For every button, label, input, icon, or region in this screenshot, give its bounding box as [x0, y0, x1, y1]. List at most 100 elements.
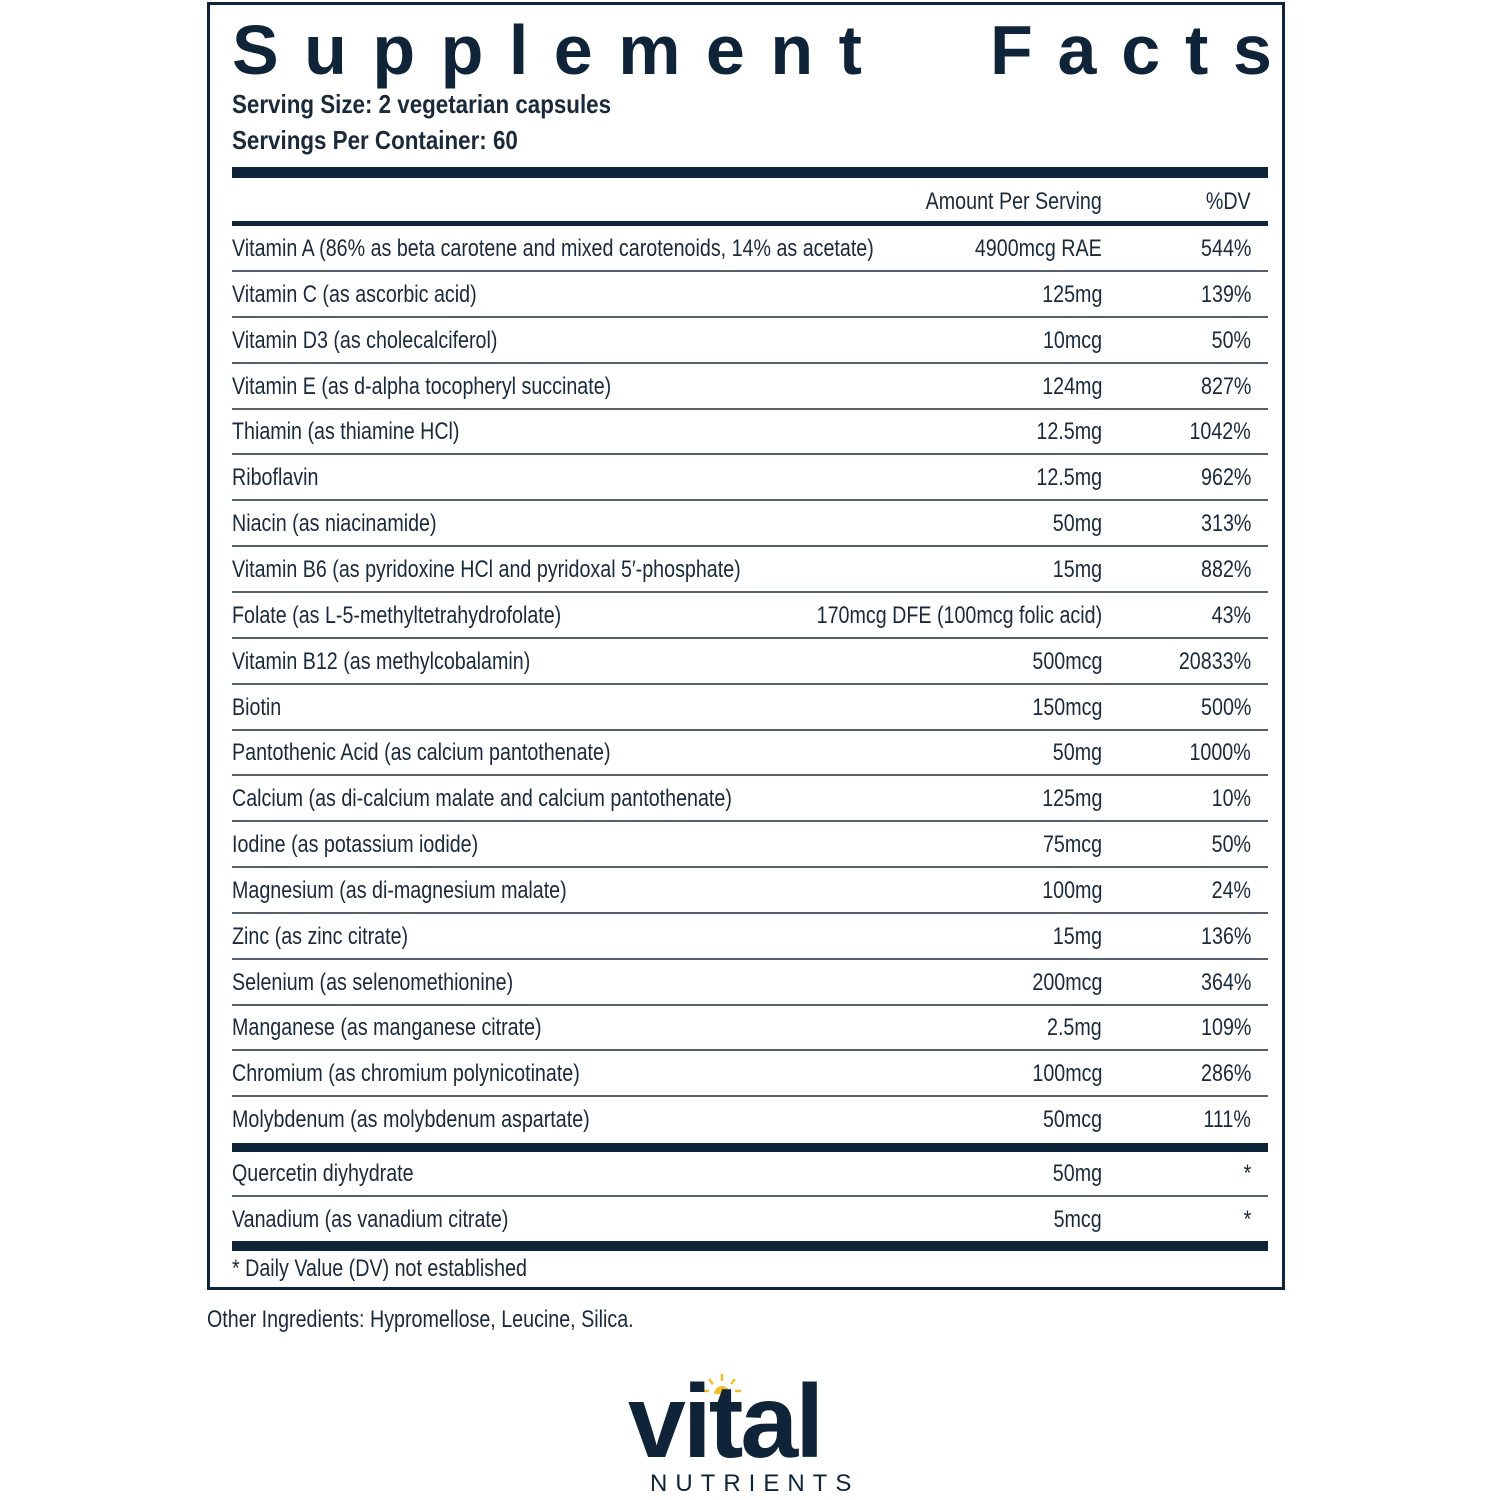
nutrient-amount: 5mcg: [1053, 1206, 1102, 1233]
nutrient-dv: 20833%: [1178, 648, 1251, 675]
nutrient-amount: 4900mcg RAE: [975, 235, 1102, 262]
footnote: * Daily Value (DV) not established: [232, 1255, 527, 1282]
divider-thin: [232, 820, 1268, 822]
table-row: Riboflavin 12.5mg 962%: [232, 456, 1268, 500]
nutrient-amount: 50mg: [1052, 739, 1102, 766]
divider-thin: [232, 1004, 1268, 1006]
table-row: Vanadium (as vanadium citrate) 5mcg *: [232, 1198, 1268, 1242]
nutrient-name: Molybdenum (as molybdenum aspartate): [232, 1106, 590, 1133]
table-row: Molybdenum (as molybdenum aspartate) 50mc…: [232, 1098, 1268, 1142]
table-row: Pantothenic Acid (as calcium pantothenat…: [232, 731, 1268, 775]
divider-thin: [232, 1095, 1268, 1097]
nutrient-amount: 50mg: [1052, 1160, 1102, 1187]
divider-thick: [232, 1241, 1268, 1251]
title-letter: l: [508, 11, 529, 89]
nutrient-amount: 12.5mg: [1036, 418, 1102, 445]
header-amount: Amount Per Serving: [925, 188, 1102, 215]
nutrient-dv: 882%: [1200, 556, 1251, 583]
table-row: Calcium (as di-calcium malate and calciu…: [232, 777, 1268, 821]
brand-name: vital: [628, 1364, 824, 1480]
nutrient-name: Vitamin C (as ascorbic acid): [232, 281, 477, 308]
nutrient-dv: *: [1243, 1206, 1251, 1233]
title-letter: c: [1121, 11, 1161, 89]
serving-size: Serving Size: 2 vegetarian capsules: [232, 89, 612, 119]
nutrient-amount: 15mg: [1052, 556, 1102, 583]
table-row: Vitamin D3 (as cholecalciferol) 10mcg 50%: [232, 319, 1268, 363]
title-letter: u: [304, 11, 347, 89]
nutrient-name: Pantothenic Acid (as calcium pantothenat…: [232, 739, 611, 766]
title-letter: e: [705, 11, 745, 89]
title-letter: m: [618, 11, 681, 89]
nutrient-amount: 2.5mg: [1047, 1014, 1102, 1041]
nutrient-dv: 50%: [1211, 327, 1251, 354]
nutrient-dv: *: [1243, 1160, 1251, 1187]
divider-thin: [232, 545, 1268, 547]
nutrient-name: Iodine (as potassium iodide): [232, 831, 479, 858]
header-dv: %DV: [1206, 188, 1251, 215]
divider-thick-top: [232, 167, 1268, 178]
title-letter: n: [770, 11, 814, 89]
nutrient-amount: 170mcg DFE (100mcg folic acid): [816, 602, 1102, 629]
nutrient-name: Manganese (as manganese citrate): [232, 1014, 542, 1041]
divider-thin: [232, 316, 1268, 318]
divider-thin: [232, 729, 1268, 731]
table-row: Selenium (as selenomethionine) 200mcg 364%: [232, 961, 1268, 1005]
title-letter: p: [440, 11, 484, 89]
table-header: Amount Per Serving %DV: [232, 180, 1268, 224]
divider-thin: [232, 1049, 1268, 1051]
table-row: Manganese (as manganese citrate) 2.5mg 109…: [232, 1006, 1268, 1050]
nutrient-dv: 50%: [1211, 831, 1251, 858]
nutrient-amount: 50mg: [1052, 510, 1102, 537]
title-letter: S: [232, 11, 279, 89]
table-row: Vitamin B12 (as methylcobalamin) 500mcg 20…: [232, 640, 1268, 684]
title-letter: e: [553, 11, 593, 89]
divider-thin: [232, 1195, 1268, 1197]
divider-thin: [232, 637, 1268, 639]
title-letter: a: [1057, 11, 1097, 89]
nutrient-name: Vanadium (as vanadium citrate): [232, 1206, 509, 1233]
nutrient-name: Calcium (as di-calcium malate and calciu…: [232, 785, 732, 812]
nutrient-name: Vitamin D3 (as cholecalciferol): [232, 327, 498, 354]
nutrient-amount: 150mcg: [1031, 694, 1102, 721]
nutrient-amount: 500mcg: [1031, 648, 1102, 675]
title-letter: s: [1233, 11, 1272, 89]
table-row: Magnesium (as di-magnesium malate) 100mg 2…: [232, 869, 1268, 913]
nutrient-dv: 10%: [1211, 785, 1251, 812]
table-row: Vitamin A (86% as beta carotene and mixe…: [232, 227, 1268, 271]
nutrient-amount: 50mcg: [1042, 1106, 1102, 1133]
nutrient-amount: 200mcg: [1031, 969, 1102, 996]
table-row: Niacin (as niacinamide) 50mg 313%: [232, 502, 1268, 546]
nutrient-amount: 100mcg: [1031, 1060, 1102, 1087]
nutrient-amount: 15mg: [1052, 923, 1102, 950]
nutrient-dv: 24%: [1211, 877, 1251, 904]
nutrient-amount: 125mg: [1041, 281, 1102, 308]
title-letter: t: [838, 11, 862, 89]
nutrient-amount: 12.5mg: [1036, 464, 1102, 491]
nutrient-name: Niacin (as niacinamide): [232, 510, 437, 537]
divider-header: [232, 221, 1268, 226]
nutrient-name: Quercetin diyhydrate: [232, 1160, 414, 1187]
nutrient-name: Vitamin B12 (as methylcobalamin): [232, 648, 531, 675]
other-ingredients: Other Ingredients: Hypromellose, Leucine…: [207, 1306, 634, 1333]
divider-thin: [232, 270, 1268, 272]
divider-thin: [232, 912, 1268, 914]
brand-logo: vital NUTRIENTS: [620, 1370, 880, 1500]
nutrient-dv: 962%: [1200, 464, 1251, 491]
divider-thin: [232, 683, 1268, 685]
nutrient-name: Vitamin B6 (as pyridoxine HCl and pyrido…: [232, 556, 741, 583]
nutrient-dv: 109%: [1200, 1014, 1251, 1041]
table-row: Vitamin C (as ascorbic acid) 125mg 139%: [232, 273, 1268, 317]
nutrient-name: Riboflavin: [232, 464, 319, 491]
nutrient-amount: 75mcg: [1042, 831, 1102, 858]
divider-thick: [232, 1143, 1268, 1152]
nutrient-name: Biotin: [232, 694, 282, 721]
divider-thin: [232, 499, 1268, 501]
table-row: Folate (as L-5-methyltetrahydrofolate) 17…: [232, 594, 1268, 638]
divider-thin: [232, 408, 1268, 410]
divider-thin: [232, 958, 1268, 960]
title-letter: t: [1184, 11, 1209, 89]
table-row: Chromium (as chromium polynicotinate) 100…: [232, 1052, 1268, 1096]
